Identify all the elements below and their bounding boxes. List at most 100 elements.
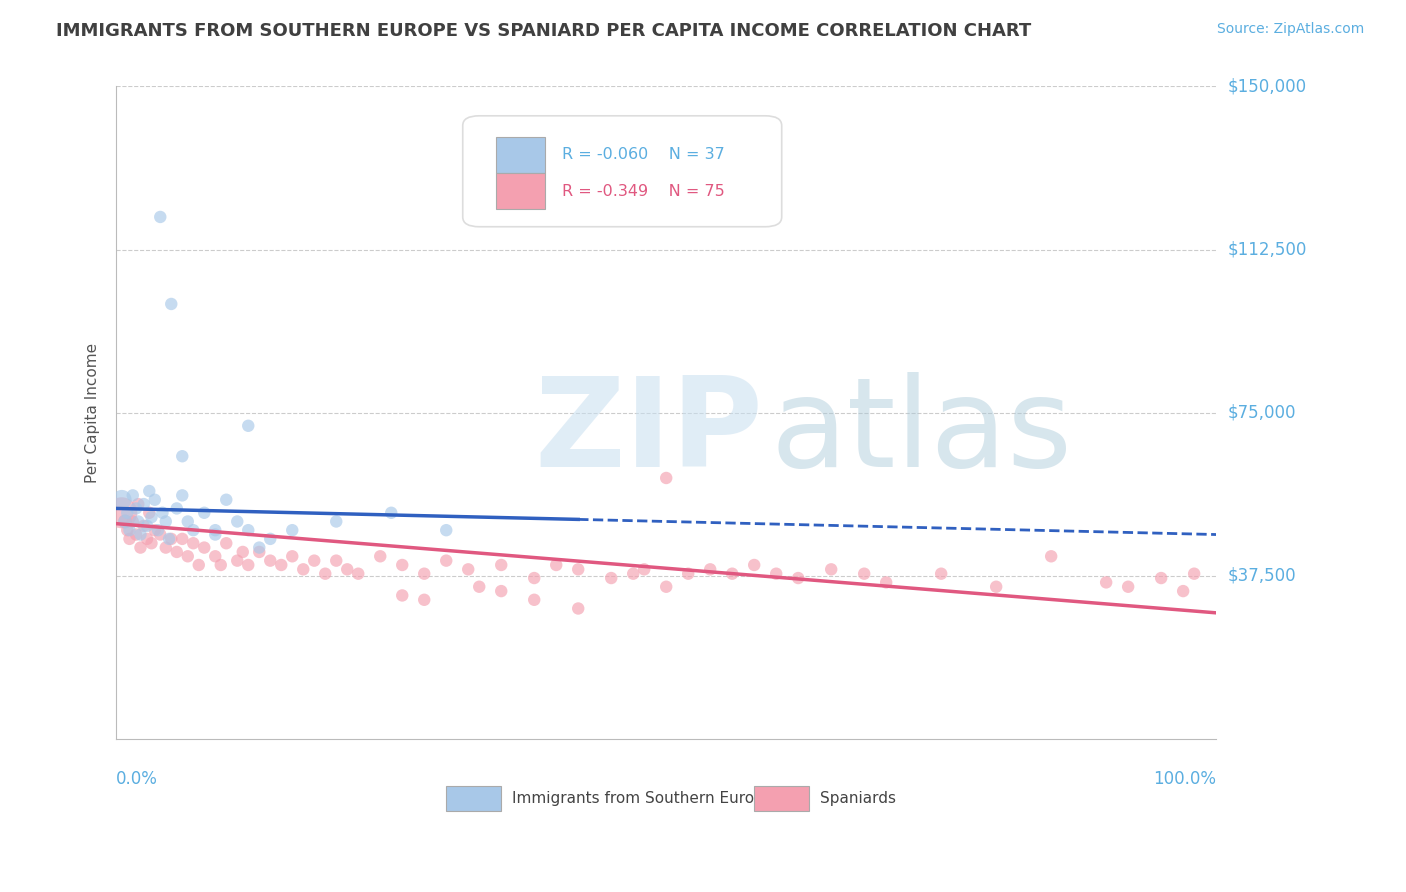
- Point: [391, 558, 413, 572]
- Point: [132, 519, 155, 533]
- Point: [1116, 580, 1139, 594]
- Point: [259, 532, 281, 546]
- Bar: [496, 173, 546, 210]
- Point: [204, 523, 226, 537]
- Point: [121, 488, 143, 502]
- Point: [325, 554, 347, 568]
- Y-axis label: Per Capita Income: Per Capita Income: [86, 343, 100, 483]
- Point: [118, 523, 141, 537]
- Point: [721, 566, 744, 581]
- Point: [765, 566, 787, 581]
- Point: [152, 506, 174, 520]
- Text: 0.0%: 0.0%: [117, 770, 157, 788]
- Point: [155, 515, 177, 529]
- Point: [127, 515, 149, 529]
- Point: [292, 562, 315, 576]
- Point: [238, 558, 260, 572]
- Text: $75,000: $75,000: [1227, 404, 1296, 422]
- Point: [121, 515, 143, 529]
- Point: [138, 506, 160, 520]
- Point: [621, 566, 644, 581]
- Point: [117, 506, 139, 520]
- Point: [125, 527, 148, 541]
- Point: [489, 584, 512, 599]
- Point: [304, 554, 326, 568]
- Point: [136, 519, 159, 533]
- Point: [204, 549, 226, 564]
- Point: [146, 523, 169, 537]
- Point: [132, 497, 155, 511]
- Point: [172, 532, 194, 546]
- Point: [118, 532, 141, 546]
- Point: [187, 558, 209, 572]
- Point: [259, 554, 281, 568]
- Point: [215, 536, 238, 550]
- Text: $37,500: $37,500: [1227, 566, 1296, 585]
- Point: [655, 580, 678, 594]
- Point: [181, 523, 204, 537]
- Point: [111, 506, 134, 520]
- Point: [1150, 571, 1173, 585]
- Point: [138, 483, 160, 498]
- Text: R = -0.060    N = 37: R = -0.060 N = 37: [562, 147, 724, 162]
- Point: [413, 592, 436, 607]
- Point: [787, 571, 810, 585]
- Point: [489, 558, 512, 572]
- Point: [655, 471, 678, 485]
- Point: [143, 492, 166, 507]
- Point: [160, 532, 183, 546]
- Point: [742, 558, 765, 572]
- Bar: [754, 786, 810, 811]
- Point: [141, 510, 163, 524]
- Point: [281, 549, 304, 564]
- Point: [177, 549, 200, 564]
- Text: atlas: atlas: [770, 372, 1073, 492]
- Point: [143, 523, 166, 537]
- Point: [820, 562, 842, 576]
- Point: [166, 545, 188, 559]
- Point: [633, 562, 655, 576]
- Point: [468, 580, 491, 594]
- Point: [181, 536, 204, 550]
- Point: [149, 527, 172, 541]
- Point: [129, 527, 152, 541]
- Point: [929, 566, 952, 581]
- Point: [172, 488, 194, 502]
- Bar: [496, 136, 546, 173]
- FancyBboxPatch shape: [463, 116, 782, 227]
- Point: [247, 545, 270, 559]
- Text: 100.0%: 100.0%: [1153, 770, 1216, 788]
- Point: [314, 566, 336, 581]
- Point: [875, 575, 897, 590]
- Point: [567, 562, 589, 576]
- Point: [193, 506, 215, 520]
- Point: [155, 541, 177, 555]
- Point: [172, 449, 194, 463]
- Point: [149, 210, 172, 224]
- Point: [114, 515, 136, 529]
- Point: [160, 297, 183, 311]
- Point: [177, 515, 200, 529]
- Point: [434, 523, 457, 537]
- Point: [232, 545, 254, 559]
- Point: [136, 532, 159, 546]
- Text: IMMIGRANTS FROM SOUTHERN EUROPE VS SPANIARD PER CAPITA INCOME CORRELATION CHART: IMMIGRANTS FROM SOUTHERN EUROPE VS SPANI…: [56, 22, 1032, 40]
- Text: ZIP: ZIP: [534, 372, 763, 492]
- Text: $112,500: $112,500: [1227, 241, 1306, 259]
- Point: [347, 566, 370, 581]
- Point: [226, 515, 249, 529]
- Point: [215, 492, 238, 507]
- Point: [204, 527, 226, 541]
- Point: [226, 554, 249, 568]
- Point: [413, 566, 436, 581]
- Point: [1182, 566, 1205, 581]
- Point: [457, 562, 479, 576]
- Point: [127, 497, 149, 511]
- Point: [523, 592, 546, 607]
- Point: [600, 571, 623, 585]
- Point: [523, 571, 546, 585]
- Text: Spaniards: Spaniards: [820, 791, 896, 805]
- Point: [325, 515, 347, 529]
- Point: [209, 558, 232, 572]
- Point: [1173, 584, 1195, 599]
